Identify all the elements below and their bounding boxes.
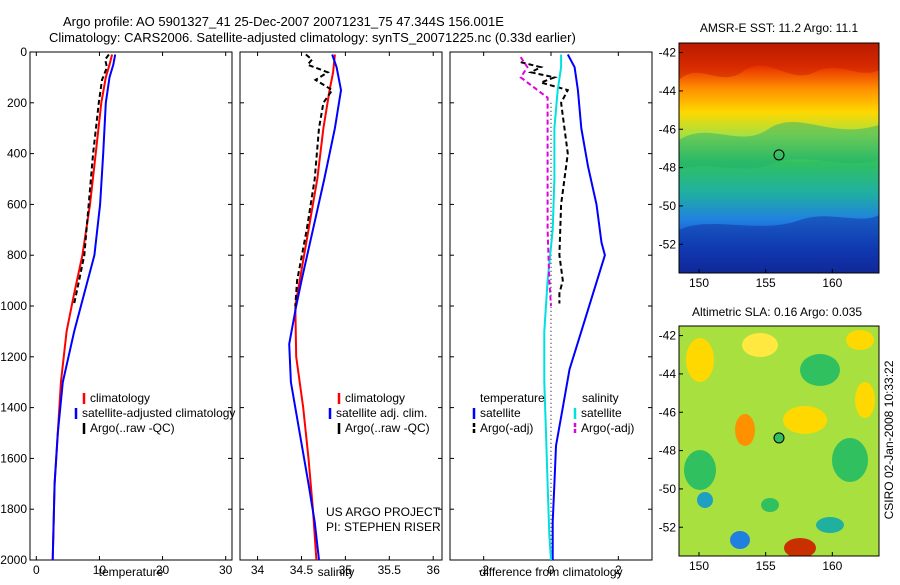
series-line-satellite-adj-clim-	[288, 54, 343, 560]
legend-heading-temperature: temperature	[480, 391, 545, 405]
x-tick-label: 36	[427, 563, 441, 577]
salinity-ticks: 34 34.5 35 35.5 36	[240, 51, 442, 577]
temperature-ticks: 0 10 20 30 0 200 400 600 800 1000 1200 1400 1600 1800…	[0, 45, 232, 577]
series-line-satellite-adjusted-climatology	[51, 54, 117, 560]
temperature-series	[51, 53, 117, 560]
x-tick-label: 30	[219, 563, 233, 577]
x-tick-label: 20	[156, 563, 170, 577]
lat-tick-label: -42	[659, 46, 677, 60]
legend-label-climatology: climatology	[345, 391, 405, 405]
series-line-salinity-argo-adj-	[519, 56, 552, 307]
legend-label-argo: Argo(..raw -QC)	[345, 421, 430, 435]
sst-map-title: AMSR-E SST: 11.2 Argo: 11.1	[700, 21, 859, 35]
sla-map-panel: Altimetric SLA: 0.16 Argo: 0.035 1	[659, 305, 880, 573]
y-tick-label: 1800	[0, 502, 27, 516]
project-note-line2: PI: STEPHEN RISER	[326, 520, 441, 534]
y-tick-label: 2000	[0, 553, 27, 567]
x-tick-label: -2	[478, 563, 489, 577]
legend-label-sal-satellite: satellite	[581, 406, 622, 420]
y-tick-label: 1200	[0, 350, 27, 364]
lat-tick-label: -52	[659, 237, 677, 251]
x-tick-label: 2	[615, 563, 622, 577]
salinity-legend: climatology satellite adj. clim. Argo(..…	[328, 391, 430, 435]
difference-ticks: -2 0 2	[450, 51, 652, 577]
sla-map-title: Altimetric SLA: 0.16 Argo: 0.035	[692, 305, 862, 319]
sst-warm-band	[679, 43, 879, 80]
sst-map-frame	[678, 42, 880, 274]
lat-tick-label: -46	[659, 405, 677, 419]
x-tick-label: 35.5	[378, 563, 402, 577]
difference-legend: temperature satellite Argo(-adj) salinit…	[472, 391, 634, 435]
y-tick-label: 1000	[0, 299, 27, 313]
salinity-series	[288, 53, 343, 560]
figure-title-line2: Climatology: CARS2006. Satellite-adjuste…	[49, 30, 576, 45]
x-tick-label: 35	[339, 563, 353, 577]
series-line-temperature-satellite	[551, 54, 606, 560]
sla-map-frame	[678, 325, 880, 557]
argo-position-marker	[773, 432, 785, 444]
lon-tick-label: 150	[689, 276, 709, 290]
salinity-xlabel: salinity	[318, 565, 355, 579]
series-line-argo-raw-qc-	[73, 53, 110, 304]
lat-tick-label: -46	[659, 122, 677, 136]
sla-map-ticks: 150 155 160 -42 -44 -46 -48 -50 -52	[659, 329, 843, 573]
lat-tick-label: -44	[659, 367, 677, 381]
temperature-axes-box	[29, 51, 233, 561]
y-tick-label: 800	[7, 248, 27, 262]
salinity-profile-panel: 34 34.5 35 35.5 36 salinity climatology sate…	[239, 51, 443, 579]
salinity-axes-box	[239, 51, 443, 561]
legend-label-climatology: climatology	[90, 391, 150, 405]
x-tick-label: 34	[251, 563, 265, 577]
series-line-temperature-argo-adj-	[520, 61, 570, 304]
series-line-salinity-satellite	[543, 54, 563, 560]
legend-heading-salinity: salinity	[582, 391, 619, 405]
side-timestamp: CSIRO 02-Jan-2008 10:33:22	[882, 360, 896, 519]
difference-series	[519, 54, 606, 560]
lat-tick-label: -50	[659, 482, 677, 496]
x-tick-label: 34.5	[290, 563, 314, 577]
argo-position-marker	[773, 149, 785, 161]
lat-tick-label: -42	[659, 329, 677, 343]
project-note-line1: US ARGO PROJECT	[326, 505, 441, 519]
lon-tick-label: 155	[756, 559, 776, 573]
difference-profile-panel: -2 0 2 difference from climatology tempera…	[449, 51, 653, 579]
lat-tick-label: -48	[659, 161, 677, 175]
temperature-profile-panel: 0 10 20 30 0 200 400 600 800 1000 1200 1400 1600 1800…	[0, 45, 235, 579]
difference-xlabel: difference from climatology	[479, 565, 622, 579]
legend-label-satellite-adjusted: satellite-adjusted climatology	[82, 406, 235, 420]
lat-tick-label: -50	[659, 199, 677, 213]
sst-cold-band	[679, 215, 879, 273]
legend-label-argo: Argo(..raw -QC)	[90, 421, 175, 435]
lon-tick-label: 160	[822, 276, 842, 290]
y-tick-label: 0	[20, 45, 27, 59]
legend-label-satellite-adj: satellite adj. clim.	[336, 406, 427, 420]
lat-tick-label: -44	[659, 84, 677, 98]
lat-tick-label: -48	[659, 444, 677, 458]
figure-title-line1: Argo profile: AO 5901327_41 25-Dec-2007 …	[63, 14, 504, 29]
y-tick-label: 600	[7, 197, 27, 211]
sla-anomaly-blobs	[684, 330, 875, 556]
legend-label-temp-satellite: satellite	[480, 406, 521, 420]
legend-label-sal-argo: Argo(-adj)	[581, 421, 634, 435]
x-tick-label: 0	[548, 563, 555, 577]
y-tick-label: 400	[7, 147, 27, 161]
lat-tick-label: -52	[659, 520, 677, 534]
legend-label-temp-argo: Argo(-adj)	[480, 421, 533, 435]
lon-tick-label: 150	[689, 559, 709, 573]
temperature-xlabel: temperature	[99, 565, 164, 579]
y-tick-label: 1600	[0, 451, 27, 465]
y-tick-label: 1400	[0, 401, 27, 415]
sst-front-band	[679, 122, 879, 170]
y-tick-label: 200	[7, 96, 27, 110]
x-tick-label: 0	[33, 563, 40, 577]
lon-tick-label: 160	[822, 559, 842, 573]
series-line-climatology	[294, 54, 336, 560]
x-tick-label: 10	[93, 563, 107, 577]
temperature-legend: climatology satellite-adjusted climatolo…	[74, 391, 235, 435]
sst-map-panel: AMSR-E SST: 11.2 Argo: 11.1 150 155 160 -42…	[659, 21, 880, 290]
sst-map-ticks: 150 155 160 -42 -44 -46 -48 -50 -52	[659, 46, 843, 290]
lon-tick-label: 155	[756, 276, 776, 290]
